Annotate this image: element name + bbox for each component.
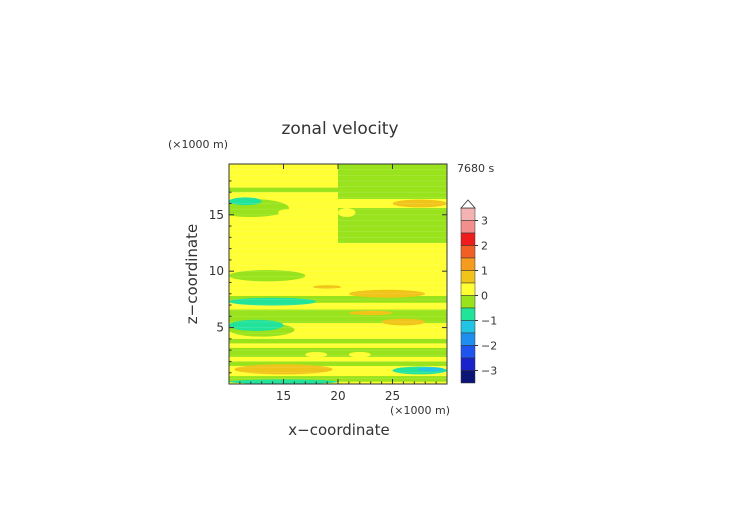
colorbar-segment bbox=[460, 345, 476, 359]
velocity-field bbox=[229, 164, 447, 384]
contour-patch bbox=[234, 364, 333, 375]
chart-title: zonal velocity bbox=[281, 119, 398, 139]
x-tick-label: 20 bbox=[330, 389, 345, 403]
x-unit-label: (×1000 m) bbox=[390, 404, 450, 417]
colorbar-tick-label: 0 bbox=[481, 290, 488, 303]
contour-band bbox=[229, 347, 447, 357]
colorbar-segment bbox=[460, 307, 476, 321]
colorbar-tick-label: −2 bbox=[481, 340, 497, 353]
contour-patch bbox=[229, 319, 284, 331]
colorbar-segment bbox=[460, 282, 476, 296]
contour-patch bbox=[392, 199, 447, 208]
contour-patch bbox=[417, 367, 444, 372]
contour-patch bbox=[305, 351, 328, 358]
colorbar-segment bbox=[460, 332, 476, 346]
colorbar-segment bbox=[460, 357, 476, 371]
y-unit-label: (×1000 m) bbox=[168, 138, 228, 151]
colorbar-tick-label: −3 bbox=[481, 365, 497, 378]
contour-patch bbox=[348, 310, 393, 316]
colorbar-tick-label: 1 bbox=[481, 265, 488, 278]
y-tick-label: 10 bbox=[209, 264, 224, 278]
time-label: 7680 s bbox=[457, 162, 494, 175]
contour-band bbox=[338, 208, 447, 243]
contour-band bbox=[229, 338, 447, 344]
colorbar-tick-label: 2 bbox=[481, 240, 488, 253]
contour-band bbox=[229, 361, 447, 366]
contour-patch bbox=[338, 208, 356, 218]
colorbar: 3 2 1 0 −1 −2 −3 bbox=[460, 199, 497, 384]
colorbar-segment bbox=[460, 232, 476, 246]
contour-band bbox=[229, 296, 447, 303]
colorbar-segment bbox=[460, 207, 476, 221]
contour-band bbox=[338, 164, 447, 199]
colorbar-tick-label: −1 bbox=[481, 315, 497, 328]
y-axis-label: z−coordinate bbox=[183, 224, 201, 324]
x-axis-label: x−coordinate bbox=[288, 421, 389, 439]
contour-patch bbox=[229, 197, 262, 206]
colorbar-segment bbox=[460, 245, 476, 259]
contour-patch bbox=[381, 318, 426, 326]
x-tick-label: 25 bbox=[385, 389, 400, 403]
y-tick-label: 5 bbox=[216, 321, 224, 335]
y-tick-label: 15 bbox=[209, 208, 224, 222]
contour-patch bbox=[348, 351, 371, 358]
contour-patch bbox=[278, 209, 300, 216]
colorbar-segment bbox=[460, 320, 476, 334]
contour-band bbox=[229, 187, 338, 193]
contour-band bbox=[229, 376, 447, 382]
contour-patch bbox=[312, 285, 342, 289]
colorbar-segment bbox=[460, 295, 476, 309]
colorbar-extend-arrow bbox=[460, 199, 476, 209]
contour-patch bbox=[229, 297, 317, 306]
x-tick-label: 15 bbox=[276, 389, 291, 403]
colorbar-segment bbox=[460, 370, 476, 384]
x-axis: 15 20 25 bbox=[239, 164, 437, 403]
colorbar-segment bbox=[460, 220, 476, 234]
colorbar-segment bbox=[460, 257, 476, 271]
colorbar-segment bbox=[460, 270, 476, 284]
y-axis: 5 10 15 bbox=[209, 180, 447, 374]
contour-patch bbox=[229, 270, 306, 282]
colorbar-tick-label: 3 bbox=[481, 215, 488, 228]
contour-patch bbox=[348, 289, 426, 298]
